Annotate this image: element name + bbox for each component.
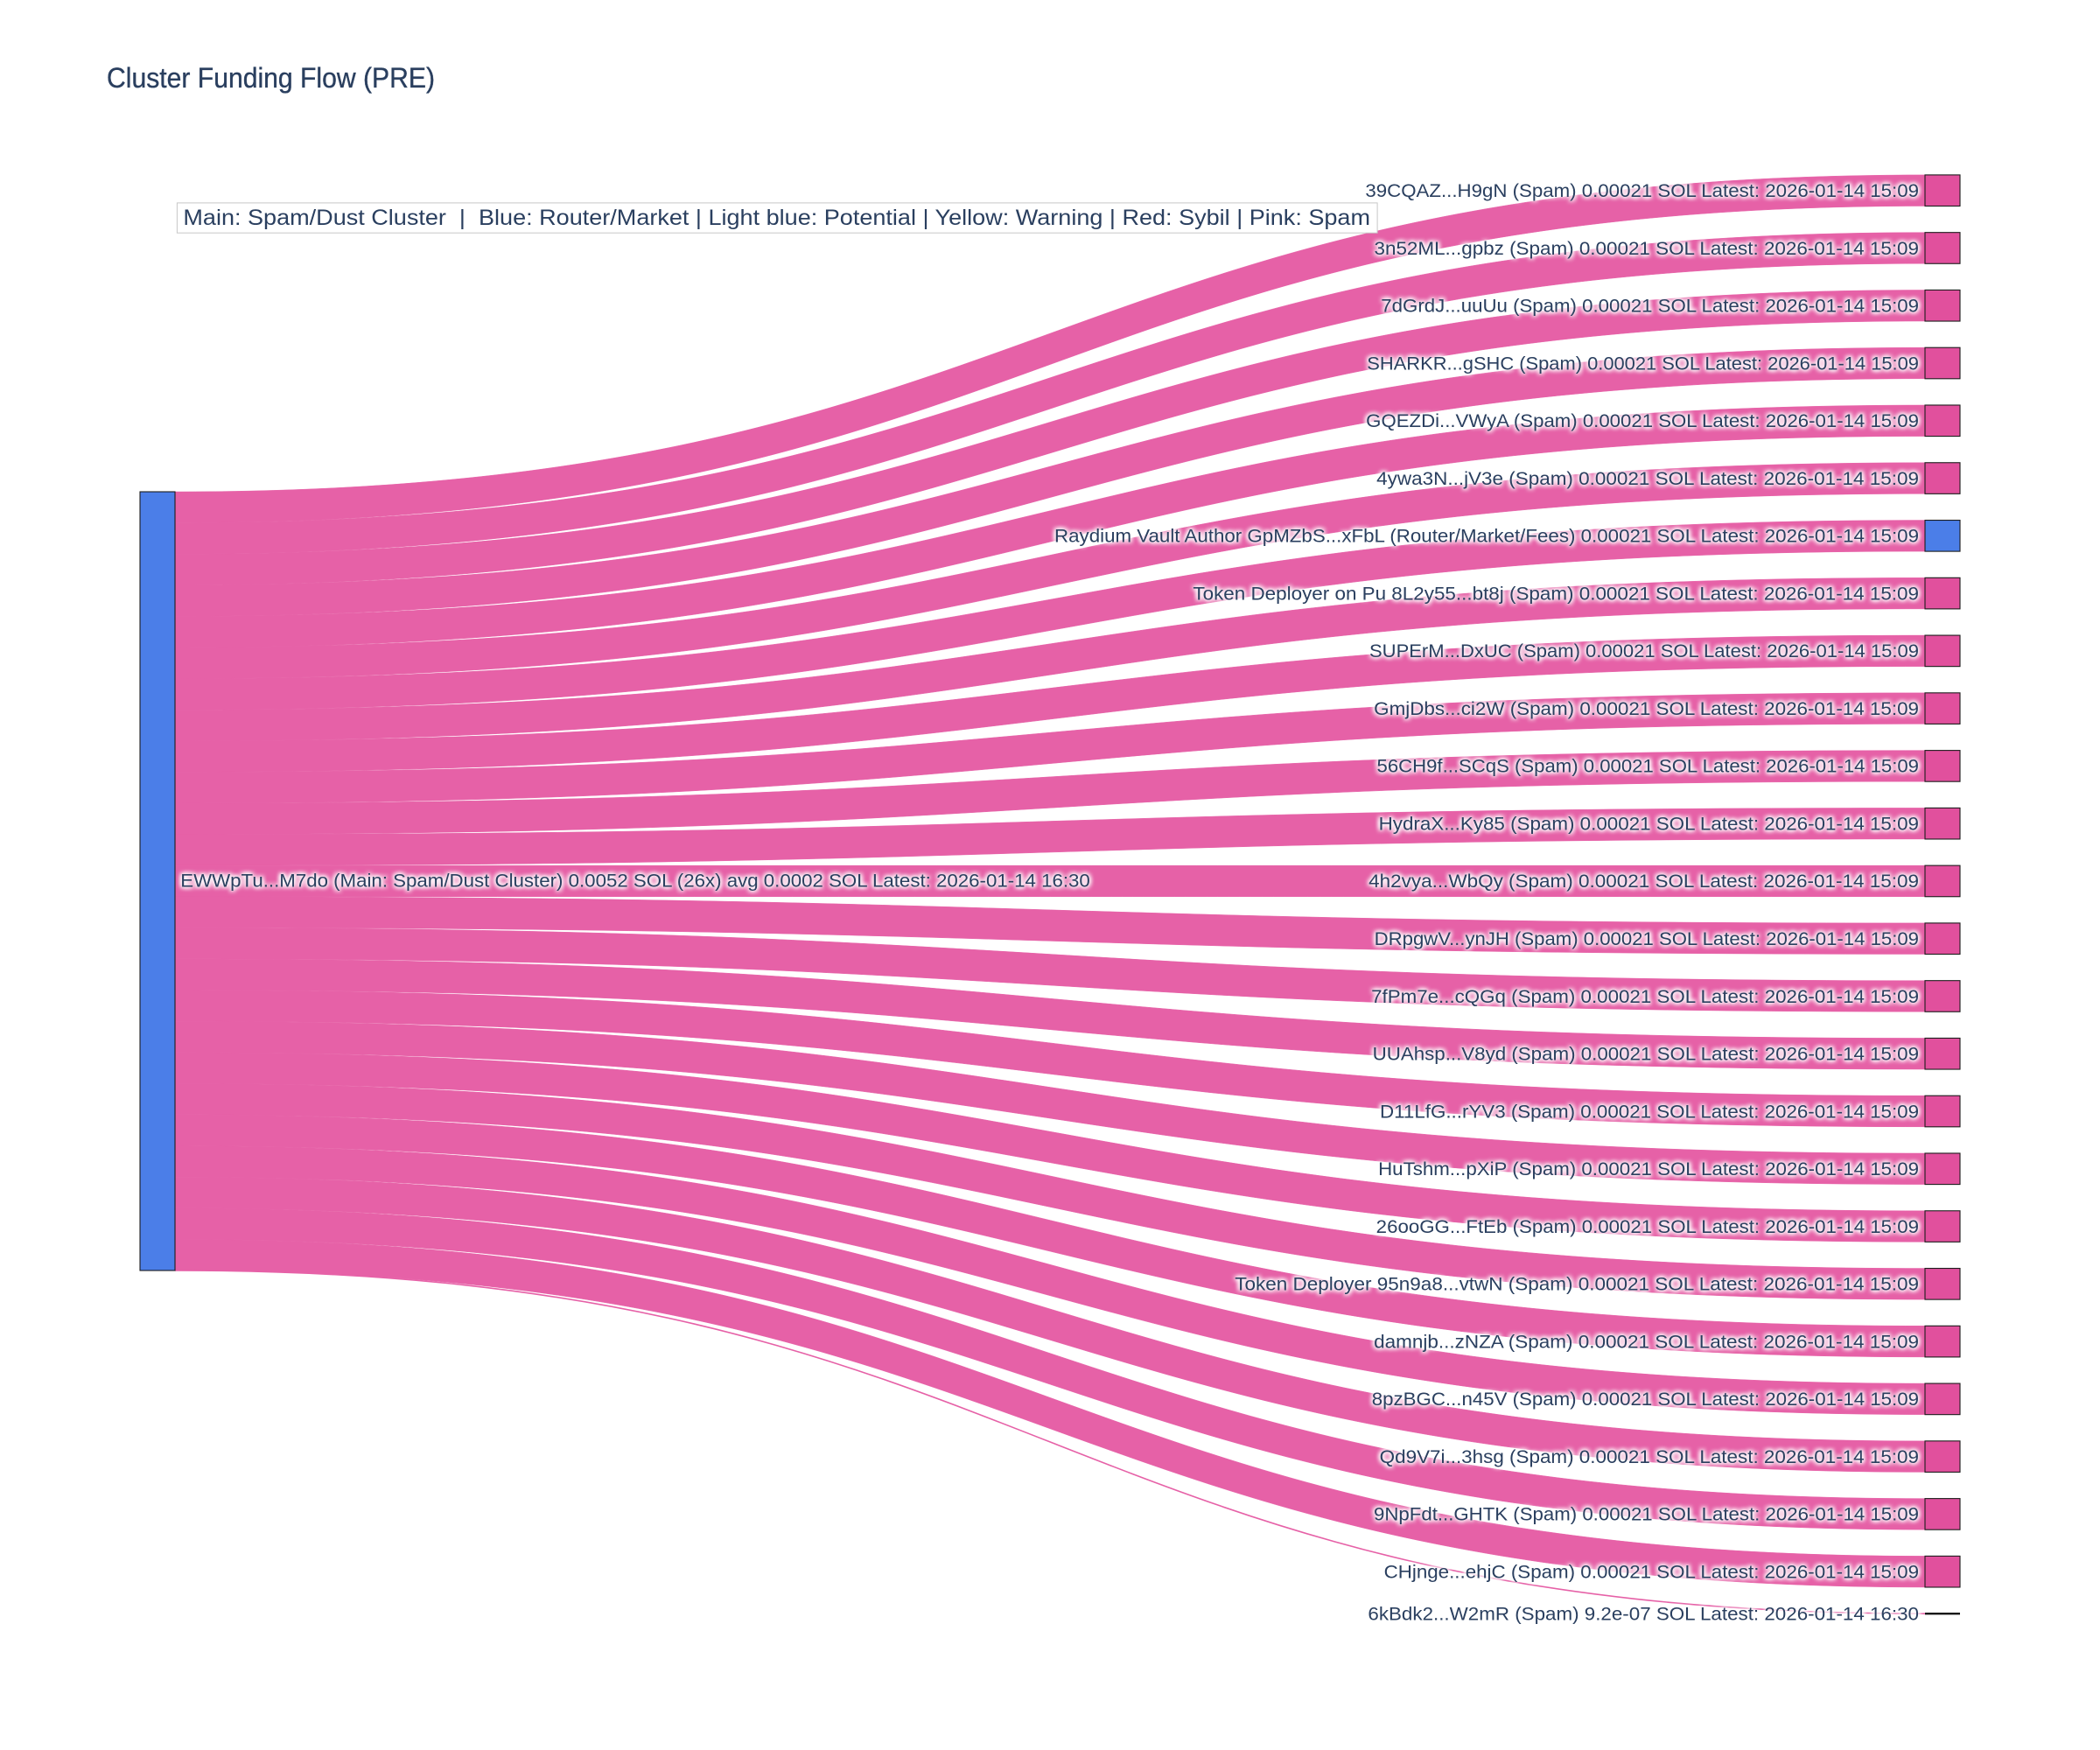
svg-text:CHjnge...ehjC (Spam) 0.00021 S: CHjnge...ehjC (Spam) 0.00021 SOL Latest:… — [1384, 1562, 1919, 1582]
svg-text:DRpgwV...ynJH (Spam) 0.00021 S: DRpgwV...ynJH (Spam) 0.00021 SOL Latest:… — [1375, 929, 1919, 949]
svg-text:damnjb...zNZA (Spam) 0.00021 S: damnjb...zNZA (Spam) 0.00021 SOL Latest:… — [1374, 1332, 1919, 1352]
svg-text:Raydium Vault Author GpMZbS...: Raydium Vault Author GpMZbS...xFbL (Rout… — [1054, 527, 1919, 547]
svg-text:D11LfG...rYV3 (Spam) 0.00021 S: D11LfG...rYV3 (Spam) 0.00021 SOL Latest:… — [1380, 1102, 1919, 1122]
svg-text:HydraX...Ky85 (Spam) 0.00021 S: HydraX...Ky85 (Spam) 0.00021 SOL Latest:… — [1379, 814, 1919, 834]
svg-text:39CQAZ...H9gN (Spam) 0.00021 S: 39CQAZ...H9gN (Spam) 0.00021 SOL Latest:… — [1365, 181, 1919, 201]
svg-text:Cluster Funding Flow (PRE): Cluster Funding Flow (PRE) — [107, 62, 435, 94]
svg-text:56CH9f...SCqS (Spam) 0.00021 S: 56CH9f...SCqS (Spam) 0.00021 SOL Latest:… — [1377, 757, 1920, 777]
svg-text:7dGrdJ...uuUu (Spam) 0.00021 S: 7dGrdJ...uuUu (Spam) 0.00021 SOL Latest:… — [1381, 297, 1919, 317]
svg-text:Qd9V7i...3hsg (Spam) 0.00021 S: Qd9V7i...3hsg (Spam) 0.00021 SOL Latest:… — [1380, 1447, 1919, 1467]
svg-text:GmjDbs...ci2W (Spam) 0.00021 S: GmjDbs...ci2W (Spam) 0.00021 SOL Latest:… — [1374, 699, 1919, 719]
svg-text:4ywa3N...jV3e (Spam) 0.00021 S: 4ywa3N...jV3e (Spam) 0.00021 SOL Latest:… — [1376, 469, 1919, 489]
svg-text:SHARKR...gSHC (Spam) 0.00021 S: SHARKR...gSHC (Spam) 0.00021 SOL Latest:… — [1367, 354, 1919, 374]
svg-text:EWWpTu...M7do (Main: Spam/Dust: EWWpTu...M7do (Main: Spam/Dust Cluster) … — [180, 871, 1090, 891]
svg-text:Token Deployer 95n9a8...vtwN (: Token Deployer 95n9a8...vtwN (Spam) 0.00… — [1235, 1275, 1919, 1295]
svg-text:26ooGG...FtEb (Spam) 0.00021 S: 26ooGG...FtEb (Spam) 0.00021 SOL Latest:… — [1376, 1217, 1919, 1237]
svg-text:6kBdk2...W2mR (Spam) 9.2e-07 S: 6kBdk2...W2mR (Spam) 9.2e-07 SOL Latest:… — [1368, 1604, 1919, 1624]
svg-text:8pzBGC...n45V (Spam) 0.00021 S: 8pzBGC...n45V (Spam) 0.00021 SOL Latest:… — [1372, 1390, 1919, 1410]
svg-text:7fPm7e...cQGq (Spam) 0.00021 S: 7fPm7e...cQGq (Spam) 0.00021 SOL Latest:… — [1371, 987, 1919, 1007]
svg-text:Token Deployer on Pu 8L2y55...: Token Deployer on Pu 8L2y55...bt8j (Spam… — [1193, 584, 1919, 604]
svg-text:HuTshm...pXiP (Spam) 0.00021 S: HuTshm...pXiP (Spam) 0.00021 SOL Latest:… — [1378, 1159, 1919, 1180]
svg-text:3n52ML...gpbz (Spam) 0.00021 S: 3n52ML...gpbz (Spam) 0.00021 SOL Latest:… — [1375, 239, 1920, 259]
svg-text:4h2vya...WbQy (Spam) 0.00021 S: 4h2vya...WbQy (Spam) 0.00021 SOL Latest:… — [1368, 872, 1919, 892]
svg-text:9NpFdt...GHTK (Spam) 0.00021 S: 9NpFdt...GHTK (Spam) 0.00021 SOL Latest:… — [1374, 1505, 1919, 1525]
svg-text:SUPErM...DxUC (Spam) 0.00021 S: SUPErM...DxUC (Spam) 0.00021 SOL Latest:… — [1369, 641, 1919, 662]
svg-text:UUAhsp...V8yd (Spam) 0.00021 S: UUAhsp...V8yd (Spam) 0.00021 SOL Latest:… — [1373, 1045, 1919, 1065]
svg-text:Main: Spam/Dust Cluster | Bl: Main: Spam/Dust Cluster | Blue: Router/M… — [183, 206, 1370, 230]
svg-text:GQEZDi...VWyA (Spam) 0.00021 S: GQEZDi...VWyA (Spam) 0.00021 SOL Latest:… — [1366, 411, 1919, 431]
